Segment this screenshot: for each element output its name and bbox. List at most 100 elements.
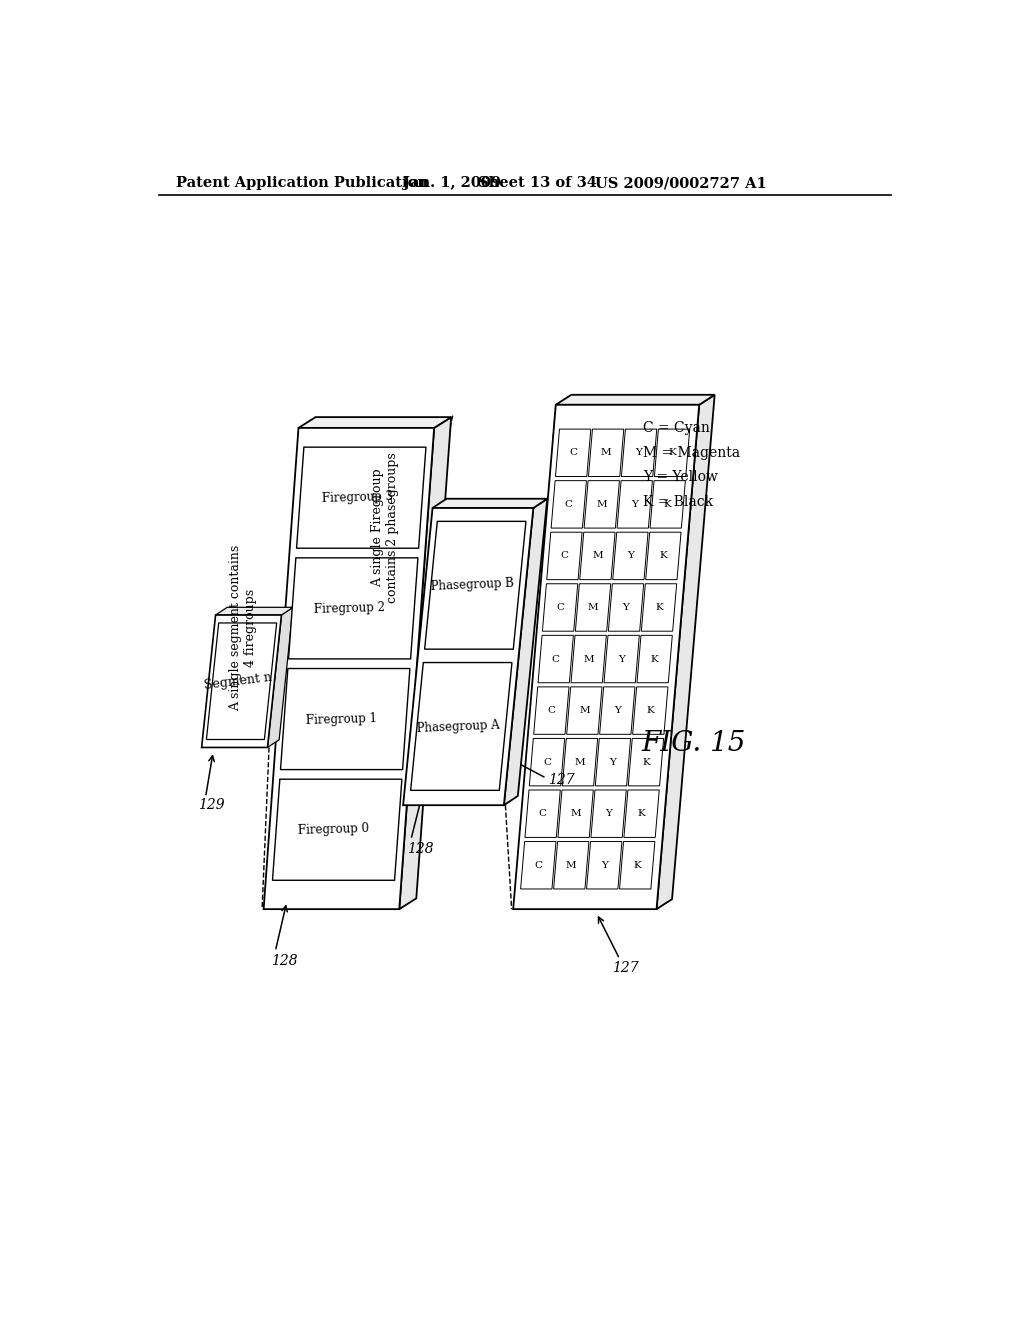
Polygon shape — [646, 532, 681, 579]
Text: Sheet 13 of 34: Sheet 13 of 34 — [478, 176, 597, 190]
Polygon shape — [525, 789, 560, 837]
Polygon shape — [551, 480, 587, 528]
Text: Y: Y — [636, 449, 642, 457]
Polygon shape — [411, 663, 512, 791]
Polygon shape — [272, 779, 401, 880]
Text: K: K — [669, 449, 676, 457]
Polygon shape — [289, 558, 418, 659]
Polygon shape — [425, 521, 526, 649]
Text: M: M — [584, 655, 594, 664]
Polygon shape — [202, 615, 282, 747]
Polygon shape — [580, 532, 615, 579]
Polygon shape — [543, 583, 578, 631]
Polygon shape — [399, 417, 452, 909]
Polygon shape — [589, 429, 624, 477]
Polygon shape — [604, 635, 639, 682]
Polygon shape — [575, 583, 610, 631]
Text: C: C — [552, 655, 560, 664]
Text: 127: 127 — [612, 961, 639, 975]
Polygon shape — [263, 428, 434, 909]
Polygon shape — [529, 738, 564, 785]
Polygon shape — [432, 499, 547, 508]
Text: M: M — [579, 706, 590, 715]
Polygon shape — [620, 842, 655, 888]
Polygon shape — [617, 480, 652, 528]
Text: Y: Y — [601, 861, 607, 870]
Text: K = Black: K = Black — [643, 495, 714, 508]
Text: Patent Application Publication: Patent Application Publication — [176, 176, 428, 190]
Text: Firegroup 3: Firegroup 3 — [322, 490, 393, 506]
Polygon shape — [633, 686, 668, 734]
Text: Segment n: Segment n — [203, 671, 272, 692]
Polygon shape — [281, 668, 410, 770]
Polygon shape — [622, 429, 656, 477]
Text: M: M — [574, 758, 586, 767]
Text: Firegroup 2: Firegroup 2 — [313, 601, 385, 616]
Text: A single segment contains
4 firegroups: A single segment contains 4 firegroups — [228, 545, 257, 711]
Text: Jan. 1, 2009: Jan. 1, 2009 — [403, 176, 501, 190]
Text: A single Firegroup
contains 2 phasegroups: A single Firegroup contains 2 phasegroup… — [372, 453, 399, 603]
Text: Y: Y — [613, 706, 621, 715]
Polygon shape — [297, 447, 426, 548]
Text: M: M — [592, 552, 603, 561]
Text: Y: Y — [618, 655, 625, 664]
Polygon shape — [555, 429, 591, 477]
Text: C: C — [556, 603, 564, 612]
Polygon shape — [641, 583, 677, 631]
Text: Y: Y — [605, 809, 612, 818]
Polygon shape — [584, 480, 620, 528]
Polygon shape — [600, 686, 635, 734]
Text: K: K — [664, 500, 672, 510]
Polygon shape — [504, 499, 547, 805]
Polygon shape — [558, 789, 593, 837]
Text: C: C — [569, 449, 578, 457]
Text: Y: Y — [627, 552, 634, 561]
Polygon shape — [629, 738, 664, 785]
Polygon shape — [538, 635, 573, 682]
Text: FIG. 15: FIG. 15 — [642, 730, 745, 758]
Text: 128: 128 — [407, 842, 433, 855]
Polygon shape — [566, 686, 602, 734]
Polygon shape — [595, 738, 631, 785]
Text: C: C — [565, 500, 572, 510]
Polygon shape — [267, 607, 293, 747]
Text: US 2009/0002727 A1: US 2009/0002727 A1 — [595, 176, 766, 190]
Text: Y: Y — [632, 500, 638, 510]
Text: K: K — [638, 809, 645, 818]
Text: K: K — [659, 552, 668, 561]
Text: K: K — [642, 758, 650, 767]
Polygon shape — [520, 842, 556, 888]
Text: K: K — [633, 861, 641, 870]
Polygon shape — [591, 789, 627, 837]
Polygon shape — [547, 532, 582, 579]
Text: M = Magenta: M = Magenta — [643, 446, 740, 459]
Text: 129: 129 — [198, 799, 224, 812]
Text: C: C — [535, 861, 543, 870]
Polygon shape — [216, 607, 293, 615]
Polygon shape — [624, 789, 659, 837]
Polygon shape — [608, 583, 644, 631]
Text: K: K — [651, 655, 658, 664]
Text: Phasegroup A: Phasegroup A — [417, 718, 500, 735]
Text: M: M — [570, 809, 581, 818]
Text: Firegroup 0: Firegroup 0 — [298, 822, 369, 837]
Text: C: C — [548, 706, 555, 715]
Text: 128: 128 — [271, 953, 298, 968]
Text: M: M — [588, 603, 598, 612]
Text: 127: 127 — [548, 772, 574, 787]
Polygon shape — [654, 429, 690, 477]
Text: Firegroup 1: Firegroup 1 — [305, 711, 377, 726]
Text: M: M — [566, 861, 577, 870]
Text: K: K — [655, 603, 663, 612]
Text: Phasegroup B: Phasegroup B — [430, 577, 514, 594]
Text: Y: Y — [609, 758, 616, 767]
Polygon shape — [650, 480, 685, 528]
Text: M: M — [596, 500, 607, 510]
Polygon shape — [587, 842, 622, 888]
Text: Y: Y — [623, 603, 630, 612]
Polygon shape — [637, 635, 673, 682]
Text: C: C — [539, 809, 547, 818]
Text: K: K — [646, 706, 654, 715]
Text: Y = Yellow: Y = Yellow — [643, 470, 718, 484]
Polygon shape — [403, 508, 534, 805]
